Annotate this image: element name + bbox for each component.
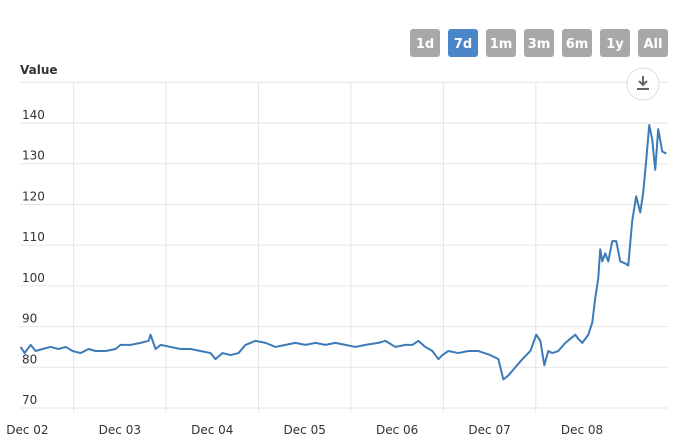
range-button[interactable]: 3m — [524, 29, 554, 57]
x-tick-label: Dec 04 — [191, 423, 233, 437]
range-button-label[interactable]: 7d — [454, 37, 472, 52]
range-button-label[interactable]: 1y — [606, 37, 624, 52]
range-button-label[interactable]: 1m — [490, 37, 513, 52]
range-button[interactable]: 1y — [600, 29, 630, 57]
series-line — [19, 124, 667, 381]
range-button-bg[interactable] — [486, 29, 516, 57]
range-button-bg[interactable] — [448, 29, 478, 57]
x-tick-label: Dec 03 — [99, 423, 141, 437]
range-button[interactable]: 7d — [448, 29, 478, 57]
x-tick-label: Dec 05 — [284, 423, 326, 437]
range-button-bg[interactable] — [524, 29, 554, 57]
export-button[interactable] — [626, 67, 660, 101]
range-button[interactable]: 1m — [486, 29, 516, 57]
plot: 70 80 90 100 110 120 130 140 Dec 02 Dec 03 Dec 04 D… — [6, 81, 668, 437]
x-tick-label: Dec 08 — [561, 423, 603, 437]
range-button[interactable]: 6m — [562, 29, 592, 57]
y-tick-label: 100 — [22, 271, 45, 285]
y-tick-label: 70 — [22, 393, 37, 407]
y-tick-label: 110 — [22, 230, 45, 244]
range-button-bg[interactable] — [562, 29, 592, 57]
y-axis-title: Value — [20, 63, 58, 77]
range-button-bg[interactable] — [410, 29, 440, 57]
range-button-bg[interactable] — [600, 29, 630, 57]
range-button-label[interactable]: All — [644, 37, 663, 52]
y-tick-label: 130 — [22, 149, 45, 163]
range-button-label[interactable]: 1d — [416, 37, 434, 52]
export-icon[interactable] — [637, 76, 649, 90]
range-button[interactable]: All — [638, 29, 668, 57]
y-tick-label: 90 — [22, 312, 37, 326]
y-tick-label: 140 — [22, 108, 45, 122]
range-button[interactable]: 1d — [410, 29, 440, 57]
range-button-bg[interactable] — [638, 29, 668, 57]
x-tick-label: Dec 06 — [376, 423, 418, 437]
range-button-label[interactable]: 6m — [566, 37, 589, 52]
y-tick-label: 80 — [22, 352, 37, 366]
y-tick-label: 120 — [22, 189, 45, 203]
x-tick-label: Dec 02 — [6, 423, 48, 437]
x-tick-label: Dec 07 — [468, 423, 510, 437]
range-button-label[interactable]: 3m — [528, 37, 551, 52]
